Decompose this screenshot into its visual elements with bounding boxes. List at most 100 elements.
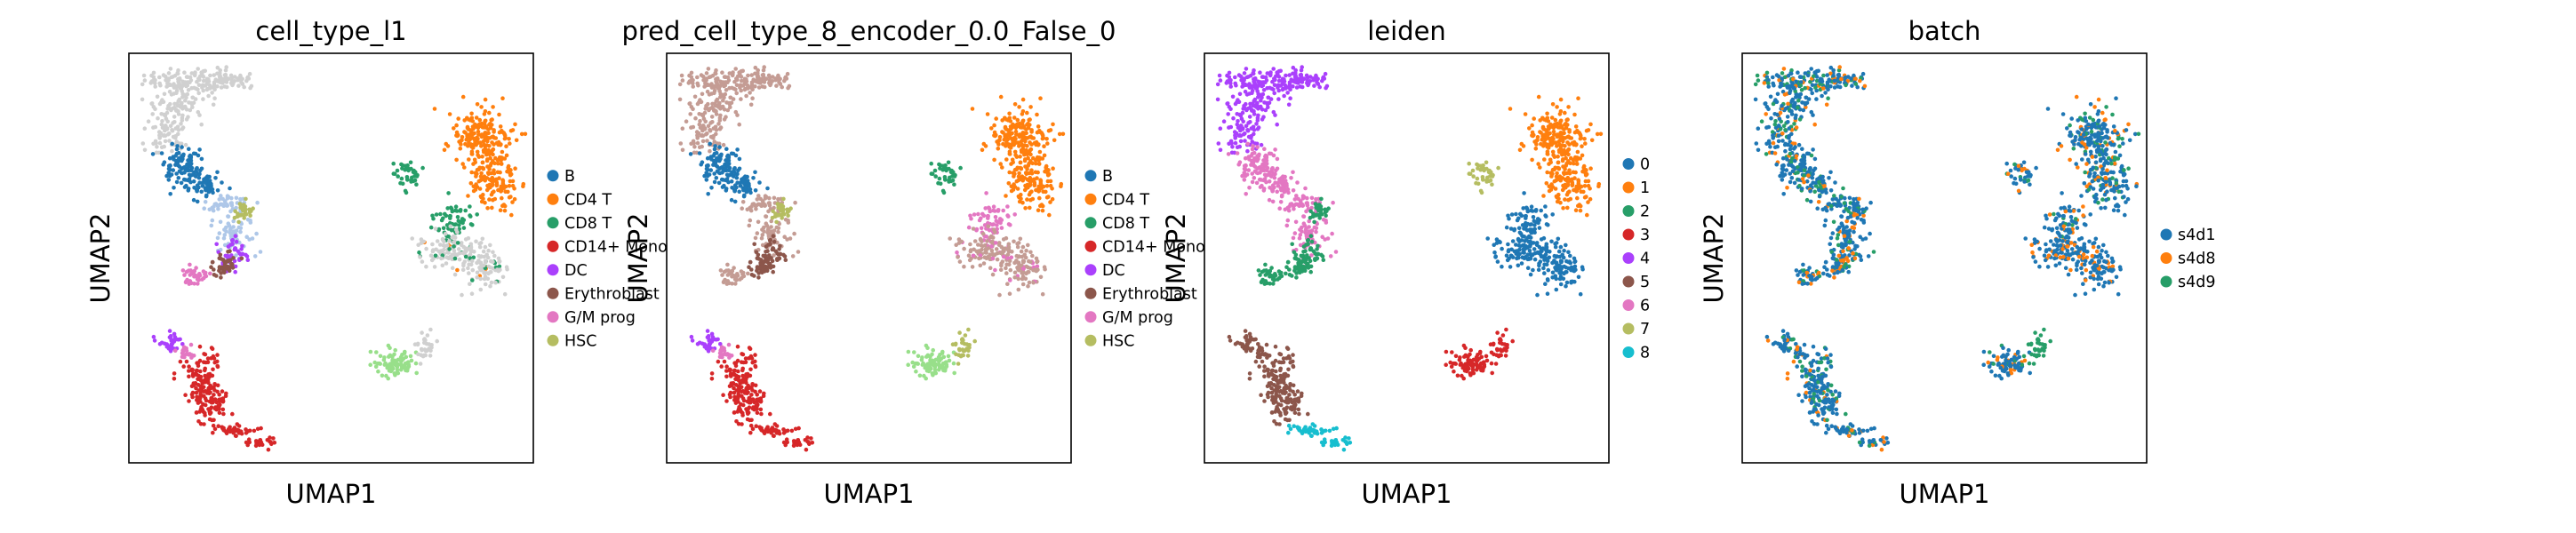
scatter-point [1545,111,1549,116]
scatter-point [692,94,698,99]
scatter-point [1301,244,1307,249]
scatter-point [203,379,207,385]
scatter-point [1276,85,1280,90]
scatter-point [688,152,693,156]
scatter-point [1324,84,1330,89]
scatter-point [203,68,207,74]
scatter-point [1329,443,1334,449]
scatter-point [476,129,481,134]
scatter-point [739,385,744,390]
legend-label: Erythroblast [564,285,660,303]
scatter-point [749,73,754,77]
scatter-point [772,239,777,244]
scatter-point [1021,133,1026,138]
scatter-point [209,223,214,228]
scatter-point [1315,247,1319,251]
scatter-point [1262,177,1268,181]
scatter-point [212,96,217,100]
scatter-point [759,411,764,417]
scatter-point [213,176,218,180]
scatter-point [1284,184,1289,188]
scatter-point [219,85,224,90]
scatter-point [719,347,724,352]
scatter-point [704,171,708,175]
scatter-point [716,359,721,364]
scatter-point [778,243,782,249]
scatter-point [491,250,495,255]
scatter-point [1040,291,1045,297]
scatter-point [247,71,252,76]
scatter-point [255,200,260,205]
scatter-point [747,184,751,188]
legend-label: B [564,168,575,186]
scatter-point [1260,80,1266,84]
scatter-point [1244,349,1249,354]
scatter-point [160,119,164,123]
scatter-point [709,115,715,119]
scatter-point [1267,151,1272,156]
scatter-point [1030,253,1035,259]
scatter-point [195,188,199,194]
scatter-point [473,122,477,127]
scatter-point [1504,225,1509,230]
scatter-point [1051,122,1055,127]
scatter-point [486,171,491,176]
scatter-point [1524,214,1528,219]
scatter-point [150,112,155,116]
scatter-point [460,220,465,226]
scatter-point [1588,166,1593,171]
scatter-point [1028,175,1033,180]
scatter-point [1022,152,1027,157]
scatter-point [447,247,452,251]
scatter-point [1245,141,1250,147]
scatter-point [1274,384,1278,389]
scatter-point [169,92,174,97]
scatter-point [240,208,245,212]
scatter-point [963,348,967,353]
scatter-point [729,197,734,203]
scatter-point [781,440,787,445]
scatter-point [1227,70,1232,76]
scatter-point [454,123,459,128]
scatter-point [1262,399,1267,403]
scatter-point [190,390,196,395]
scatter-point [724,399,729,403]
scatter-point [1564,155,1568,161]
scatter-point [468,242,474,247]
scatter-point [500,274,506,280]
scatter-point [1228,81,1233,86]
scatter-point [1020,144,1026,149]
scatter-point [726,179,731,185]
scatter-point [190,394,195,400]
scatter-point [728,95,733,100]
scatter-point [1038,96,1043,100]
scatter-point [396,174,401,179]
scatter-point [733,67,738,71]
scatter-point [189,384,195,389]
scatter-point [716,85,721,91]
scatter-point [498,142,503,147]
scatter-point [428,354,433,358]
scatter-point [484,152,489,157]
scatter-point [455,267,460,273]
scatter-point [1273,147,1277,152]
scatter-point [960,337,964,341]
scatter-point [989,249,995,253]
scatter-point [1242,163,1247,168]
scatter-point [1276,385,1282,390]
scatter-point [1279,398,1284,403]
legend-marker [1084,264,1097,276]
scatter-point [994,247,999,251]
scatter-point [1595,131,1600,137]
scatter-point [1308,246,1314,251]
scatter-point [394,362,398,367]
scatter-point [1563,136,1568,140]
scatter-point [1573,124,1579,129]
scatter-point [1015,244,1020,250]
scatter-point [471,255,476,260]
scatter-point [1249,133,1253,139]
scatter-point [966,327,971,332]
scatter-point [1007,115,1012,121]
scatter-point [483,97,488,102]
